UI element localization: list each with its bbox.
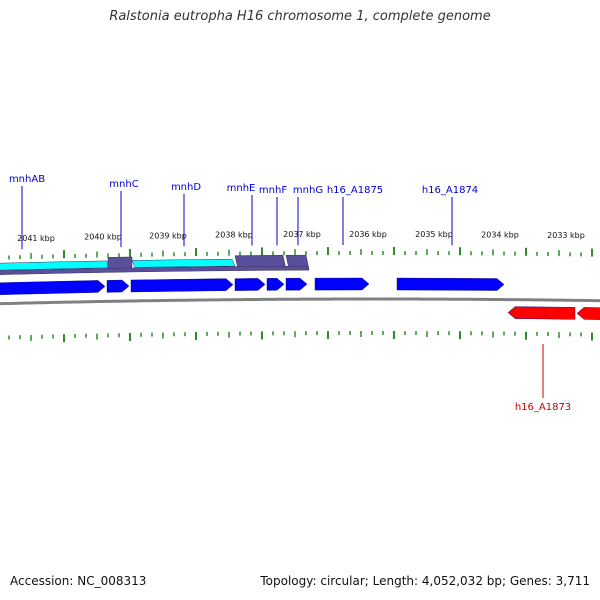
gene-label-mnhG: mnhG: [293, 185, 323, 196]
scale-label: 2033 kbp: [547, 231, 585, 240]
reverse-cds-arrow: [576, 307, 600, 320]
gene-label-mnhC: mnhC: [109, 179, 138, 190]
feature-segment: [131, 258, 236, 268]
forward-cds-arrow: [314, 277, 370, 291]
forward-cds-arrow: [234, 278, 266, 291]
forward-cds-arrow: [130, 278, 234, 293]
scale-label: 2038 kbp: [215, 231, 253, 240]
feature-underline: [0, 265, 310, 275]
scale-label: 2037 kbp: [283, 230, 321, 239]
scale-label: 2034 kbp: [481, 231, 519, 240]
scale-label: 2039 kbp: [149, 231, 187, 240]
forward-cds-arrow: [0, 280, 106, 295]
forward-cds-arrow: [266, 278, 285, 291]
forward-cds-arrow: [396, 277, 505, 291]
gene-label-mnhF: mnhF: [259, 185, 287, 196]
forward-cds-arrow: [106, 279, 130, 293]
scale-label: 2035 kbp: [415, 230, 453, 239]
scale-label: 2036 kbp: [349, 230, 387, 239]
accession-label: Accession: NC_008313: [10, 574, 147, 588]
genome-summary-label: Topology: circular; Length: 4,052,032 bp…: [260, 574, 590, 588]
forward-cds-arrow: [285, 277, 308, 291]
scale-label: 2041 kbp: [17, 234, 55, 243]
gene-label-mnhD: mnhD: [171, 182, 201, 193]
gene-label-mnhAB: mnhAB: [9, 174, 45, 185]
reverse-cds-arrow: [507, 306, 576, 320]
map-title: Ralstonia eutropha H16 chromosome 1, com…: [109, 9, 491, 24]
genome-backbone: [0, 297, 600, 306]
gene-label-h16_A1875: h16_A1875: [327, 185, 383, 196]
gene-label-h16_A1873: h16_A1873: [515, 402, 571, 413]
gene-label-h16_A1874: h16_A1874: [422, 185, 478, 196]
scale-label: 2040 kbp: [84, 232, 122, 241]
gene-label-mnhE: mnhE: [227, 183, 256, 194]
